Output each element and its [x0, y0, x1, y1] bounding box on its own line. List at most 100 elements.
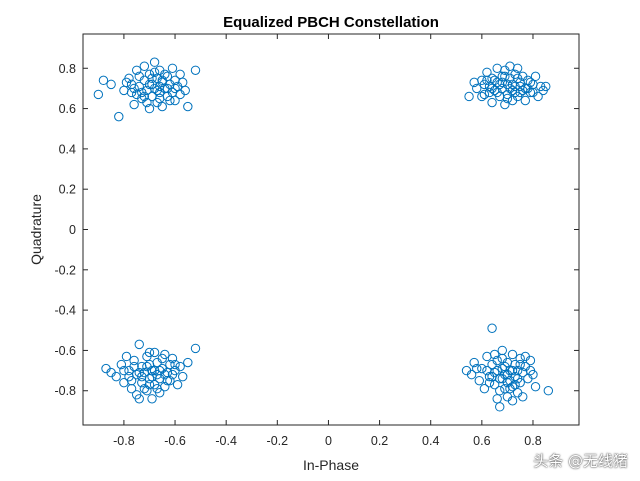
x-tick-label: 0.8 — [524, 434, 541, 448]
x-tick-label: 0.2 — [371, 434, 388, 448]
data-point — [525, 365, 536, 376]
x-tick-label: 0 — [325, 434, 332, 448]
data-point — [492, 355, 502, 366]
data-point — [142, 361, 152, 372]
data-point — [507, 349, 518, 360]
data-point — [492, 365, 502, 376]
data-point — [157, 75, 167, 86]
data-point — [160, 369, 170, 380]
data-point — [160, 69, 170, 80]
data-point — [487, 83, 497, 94]
data-point — [170, 359, 180, 370]
data-point — [157, 353, 167, 364]
y-axis-label: Quadrature — [28, 194, 44, 265]
data-point — [530, 382, 541, 392]
data-point — [518, 85, 528, 96]
data-point — [489, 349, 500, 360]
data-point — [167, 353, 178, 364]
x-tick-label: 0.6 — [473, 434, 490, 448]
data-point — [515, 359, 525, 370]
data-point — [149, 347, 160, 358]
data-point — [183, 357, 193, 368]
data-point — [543, 386, 554, 396]
data-point — [507, 79, 518, 90]
data-point — [507, 396, 518, 406]
data-point — [165, 359, 175, 370]
data-point — [497, 353, 507, 364]
data-point — [472, 83, 482, 94]
data-point — [137, 371, 147, 382]
data-point — [520, 95, 531, 106]
data-point — [129, 355, 139, 366]
x-tick-label: -0.2 — [267, 434, 289, 448]
data-point — [528, 87, 538, 98]
data-point — [190, 65, 201, 75]
data-point — [162, 83, 173, 94]
data-point — [144, 379, 155, 390]
data-point — [525, 77, 536, 88]
data-point — [165, 95, 175, 106]
y-tick-label: -0.8 — [54, 384, 76, 398]
data-point — [512, 373, 523, 384]
data-point — [482, 365, 492, 376]
data-point — [134, 339, 144, 350]
data-point — [477, 363, 487, 374]
data-point — [111, 371, 121, 382]
data-point — [479, 89, 490, 100]
data-point — [466, 369, 477, 380]
data-point — [142, 386, 152, 396]
data-point — [487, 371, 497, 382]
data-point — [142, 97, 152, 108]
watermark: 头条 @无线猪 — [533, 452, 628, 470]
data-point — [482, 75, 492, 86]
data-point — [144, 347, 155, 358]
chart-title: Equalized PBCH Constellation — [223, 14, 439, 31]
data-point — [487, 323, 497, 333]
data-point — [484, 377, 495, 388]
data-point — [507, 365, 518, 376]
data-point — [502, 93, 513, 104]
y-tick-label: -0.4 — [54, 304, 76, 318]
scatter-points — [93, 57, 554, 412]
data-point — [165, 375, 175, 386]
y-tick-label: 0.6 — [59, 102, 76, 116]
x-tick-label: -0.4 — [215, 434, 237, 448]
data-point — [167, 369, 178, 380]
data-point — [497, 77, 507, 88]
data-point — [178, 371, 188, 382]
data-point — [152, 384, 162, 394]
y-tick-label: 0 — [69, 223, 76, 237]
data-point — [147, 73, 157, 84]
data-point — [500, 99, 510, 110]
data-point — [495, 386, 505, 396]
data-point — [121, 351, 132, 362]
data-point — [515, 353, 525, 364]
axis-ticks: -0.8 -0.6 -0.4 -0.2 0 0.2 0.4 0.6 0.8 -0.8 -0.6 -0.… — [54, 34, 579, 448]
data-point — [162, 375, 173, 386]
x-tick-label: -0.6 — [164, 434, 186, 448]
data-point — [474, 375, 484, 386]
y-tick-label: 0.8 — [59, 62, 76, 76]
data-point — [106, 79, 116, 90]
data-point — [170, 83, 180, 94]
data-point — [479, 384, 490, 394]
data-point — [124, 371, 134, 382]
data-point — [512, 63, 523, 73]
data-point — [119, 365, 129, 376]
data-point — [464, 91, 474, 102]
x-tick-label: -0.8 — [113, 434, 135, 448]
y-tick-label: 0.4 — [59, 142, 76, 156]
data-point — [134, 71, 144, 82]
data-point — [518, 392, 528, 402]
data-point — [167, 63, 178, 73]
y-tick-label: -0.2 — [54, 263, 76, 277]
x-axis-label: In-Phase — [303, 457, 359, 473]
data-point — [510, 359, 520, 370]
data-point — [487, 97, 497, 108]
data-point — [530, 71, 541, 82]
data-point — [129, 99, 139, 110]
data-point — [520, 351, 531, 362]
data-point — [121, 77, 132, 88]
data-point — [131, 89, 142, 100]
data-point — [190, 343, 201, 354]
